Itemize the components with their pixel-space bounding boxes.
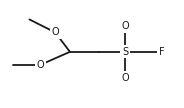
Text: O: O (121, 21, 129, 31)
Text: F: F (159, 47, 165, 57)
Text: O: O (51, 27, 59, 37)
Text: O: O (121, 73, 129, 83)
Text: O: O (37, 60, 44, 70)
Text: S: S (122, 47, 128, 57)
